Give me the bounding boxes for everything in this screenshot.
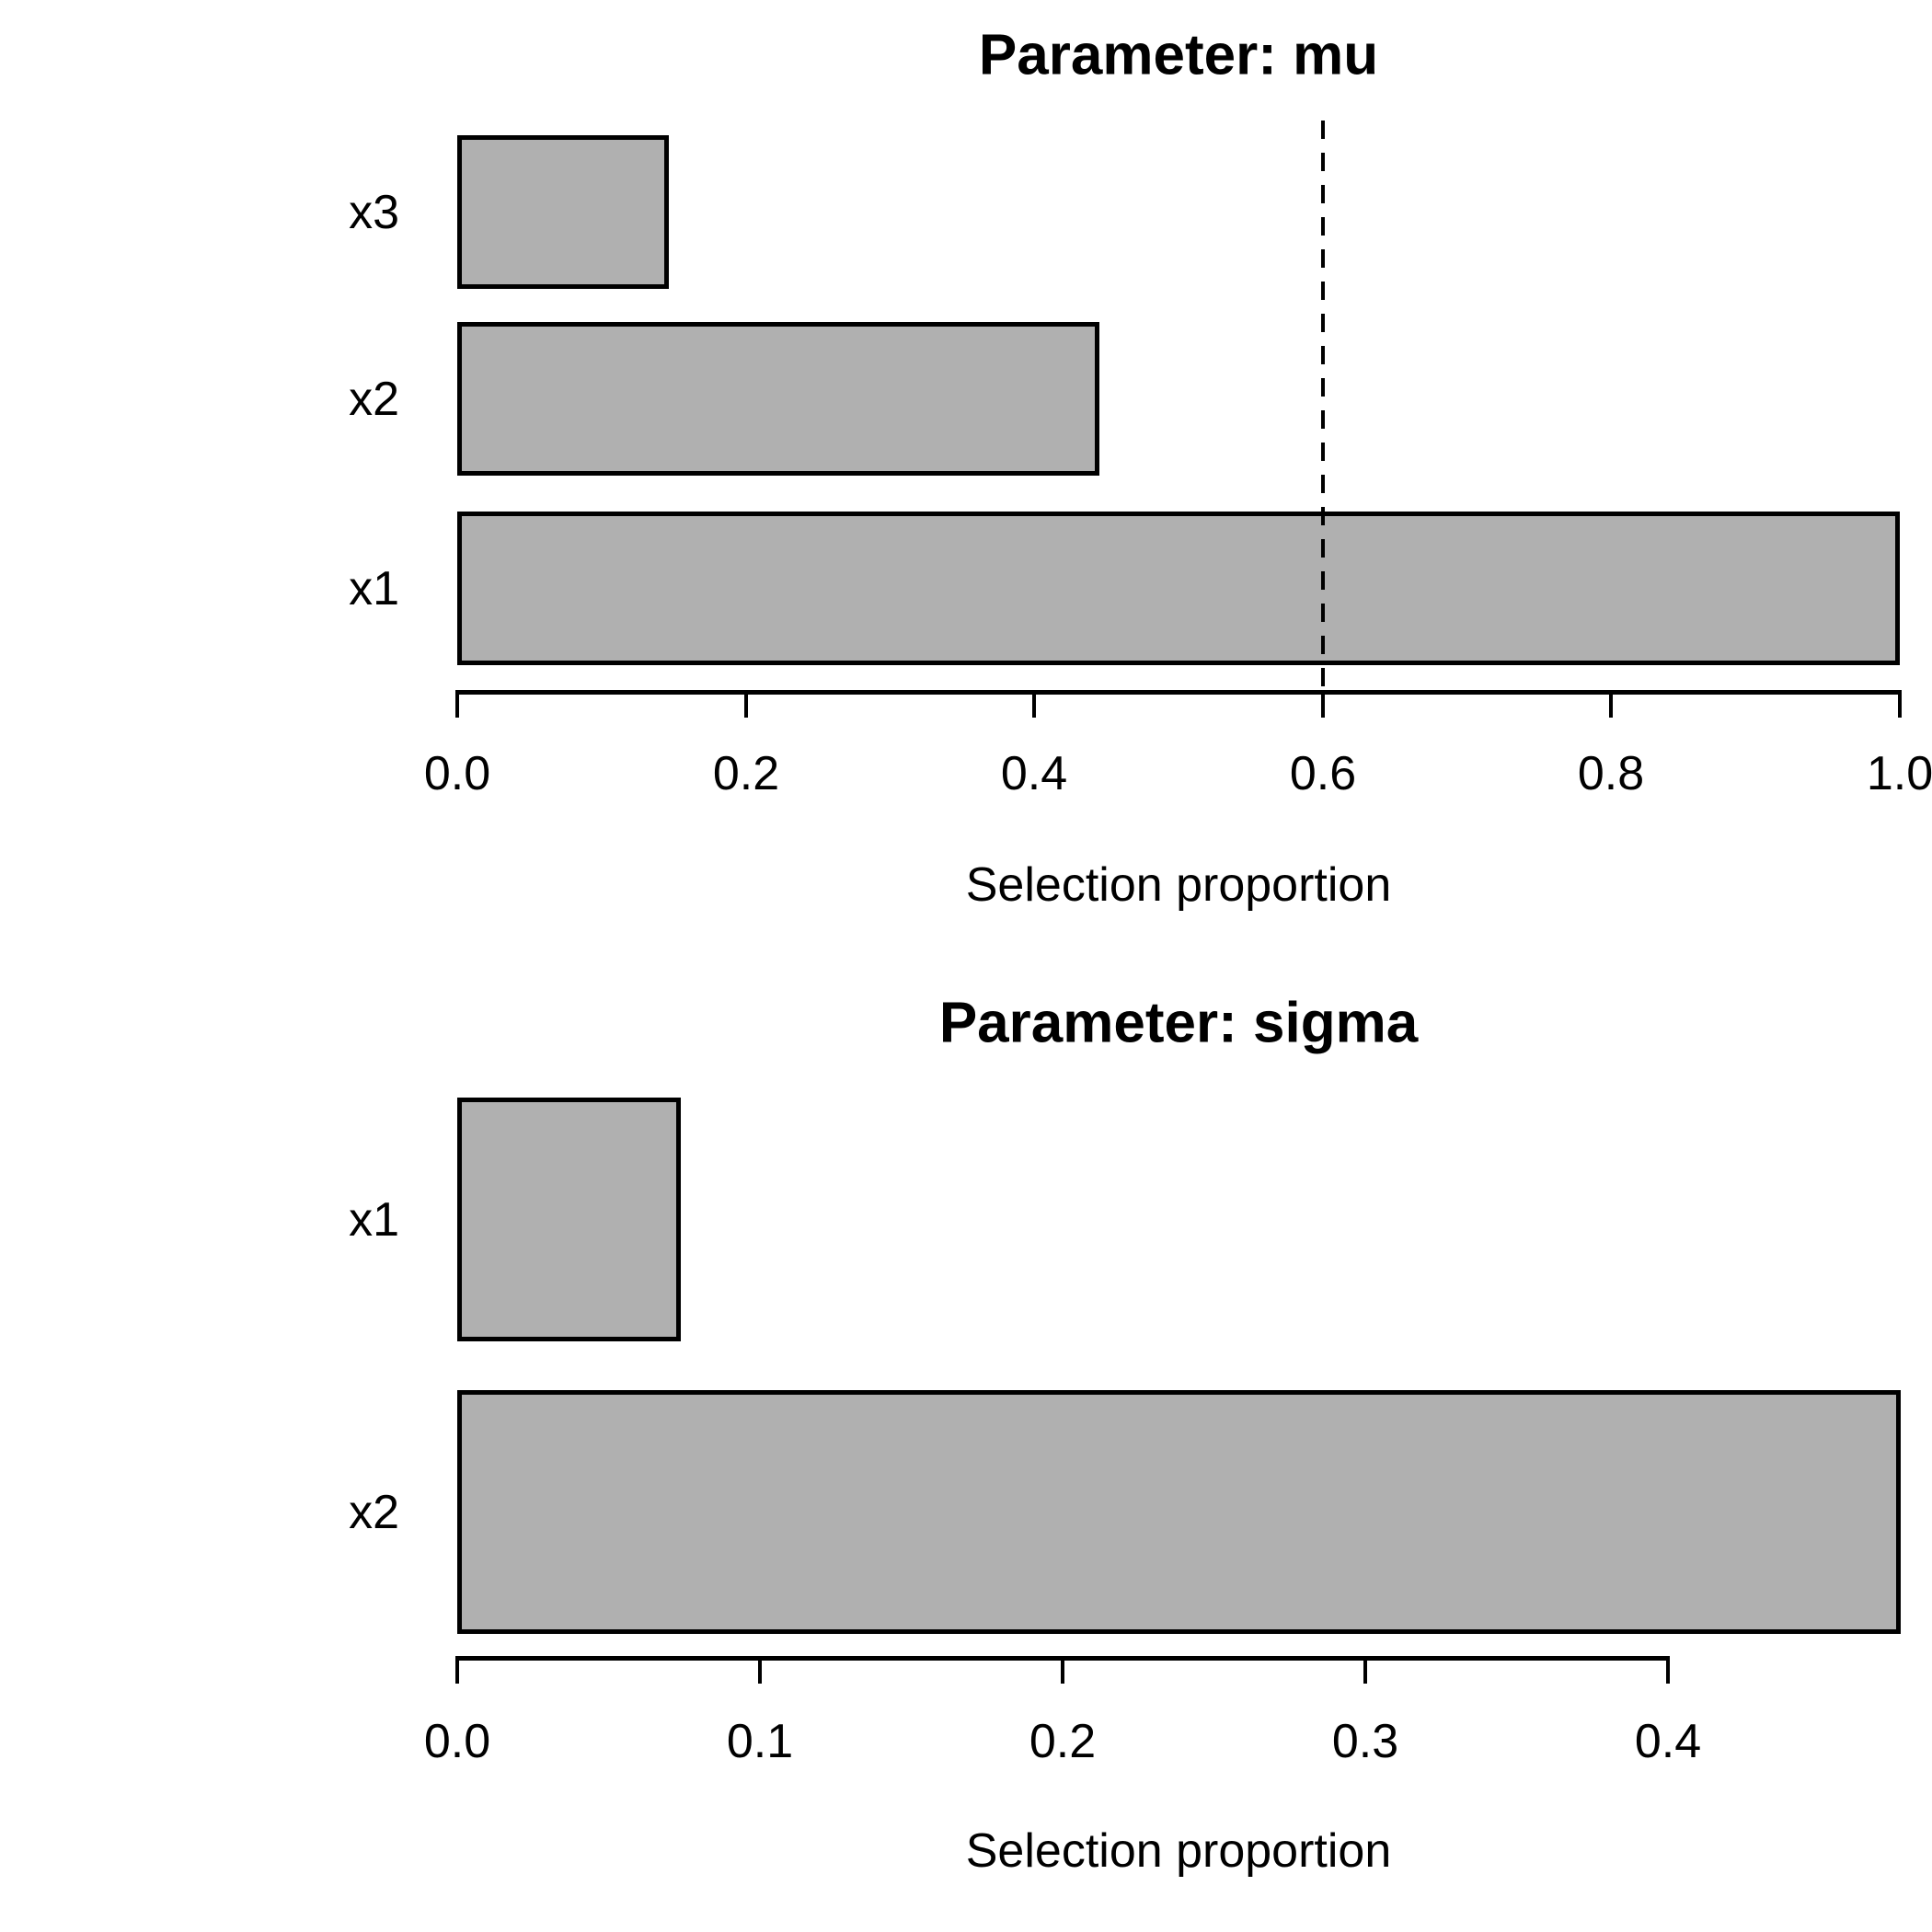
- x-tick-label: 0.1: [726, 1715, 794, 1768]
- x-tick-label: 0.4: [1000, 747, 1068, 800]
- x-tick-label: 0.6: [1289, 747, 1357, 800]
- x-tick: [744, 690, 748, 718]
- x-tick-label: 0.0: [423, 747, 491, 800]
- cutoff-line: [1321, 121, 1325, 690]
- category-label-x1: x1: [349, 1192, 399, 1247]
- bar-x3: [457, 135, 669, 289]
- category-label-x1: x1: [349, 561, 399, 615]
- x-tick-label: 0.2: [712, 747, 780, 800]
- x-axis-label-mu: Selection proportion: [965, 858, 1392, 912]
- bar-x1: [457, 1098, 681, 1341]
- chart-title-mu: Parameter: mu: [978, 23, 1379, 87]
- x-tick: [1032, 690, 1036, 718]
- x-tick: [1061, 1656, 1064, 1684]
- bar-x2: [457, 1390, 1901, 1634]
- x-tick-label: 0.2: [1029, 1715, 1097, 1768]
- x-tick-label: 0.0: [423, 1715, 491, 1768]
- bar-x2: [457, 322, 1099, 476]
- x-tick: [1898, 690, 1902, 718]
- x-tick: [1666, 1656, 1670, 1684]
- x-tick-label: 1.0: [1866, 747, 1932, 800]
- x-tick: [455, 690, 459, 718]
- x-axis-line: [455, 690, 1902, 695]
- chart-title-sigma: Parameter: sigma: [938, 991, 1419, 1055]
- x-tick: [455, 1656, 459, 1684]
- x-tick-label: 0.4: [1634, 1715, 1702, 1768]
- x-tick: [1321, 690, 1325, 718]
- x-tick-label: 0.8: [1577, 747, 1645, 800]
- x-axis-label-sigma: Selection proportion: [965, 1824, 1392, 1878]
- category-label-x2: x2: [349, 1485, 399, 1539]
- category-label-x2: x2: [349, 372, 399, 426]
- x-tick-label: 0.3: [1331, 1715, 1399, 1768]
- x-tick: [1363, 1656, 1367, 1684]
- x-tick: [758, 1656, 762, 1684]
- category-label-x3: x3: [349, 185, 399, 239]
- bar-x1: [457, 512, 1900, 665]
- x-tick: [1609, 690, 1613, 718]
